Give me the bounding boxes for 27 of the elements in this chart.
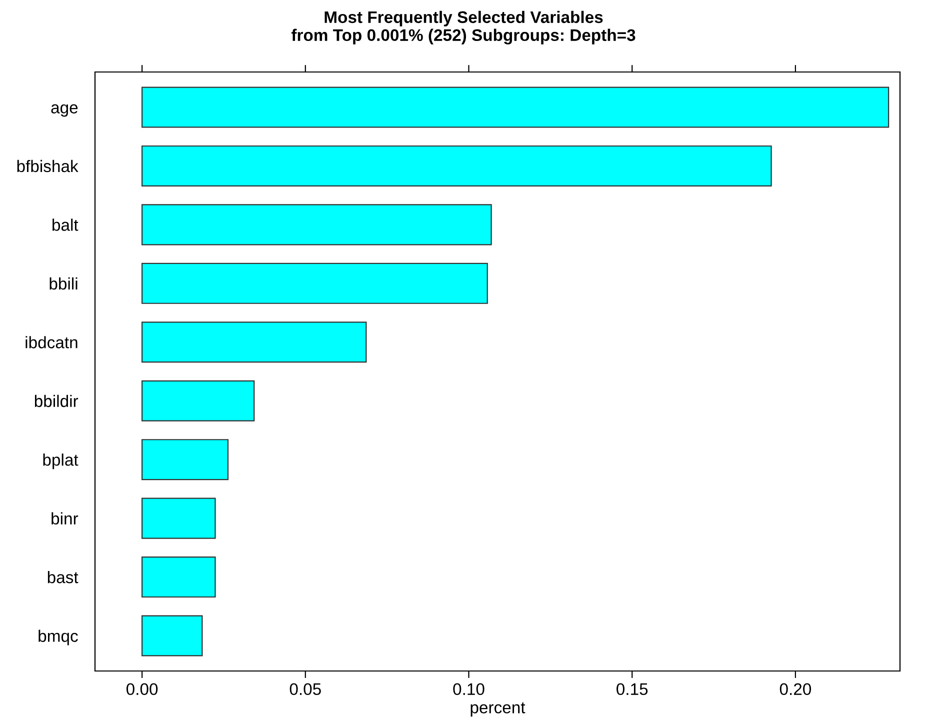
bar (141, 145, 772, 186)
x-tick-label: 0.05 (290, 683, 321, 696)
y-tick-label: bbili (50, 277, 78, 290)
y-tick-label: bbildir (34, 394, 78, 408)
y-tick-label: bmqc (38, 630, 78, 646)
bar (141, 86, 890, 128)
bar (141, 556, 216, 598)
bar (141, 262, 488, 304)
x-axis-title: percent (470, 702, 526, 717)
y-tick-label: age (51, 104, 78, 117)
y-tick-label: bfbishak (17, 160, 78, 172)
x-tick-label: 0.15 (616, 683, 648, 696)
y-tick-label: ibdcatn (26, 336, 78, 348)
bar (141, 439, 229, 480)
x-tick-label: 0.10 (453, 683, 484, 696)
chart-title: Most Frequently Selected Variables from Top 0.001% (252) Subgroups: Depth=3 (291, 10, 636, 44)
bar (141, 322, 367, 363)
x-tick-label: 0.00 (126, 683, 158, 696)
y-tick-label: bast (48, 571, 78, 584)
bar (141, 380, 255, 422)
x-tick-label: 0.20 (780, 683, 812, 696)
bar (141, 204, 492, 246)
bar (141, 615, 203, 656)
y-tick-label: balt (52, 218, 78, 231)
bar (141, 498, 216, 539)
y-tick-label: binr (52, 512, 78, 525)
y-tick-label: bplat (43, 454, 78, 470)
